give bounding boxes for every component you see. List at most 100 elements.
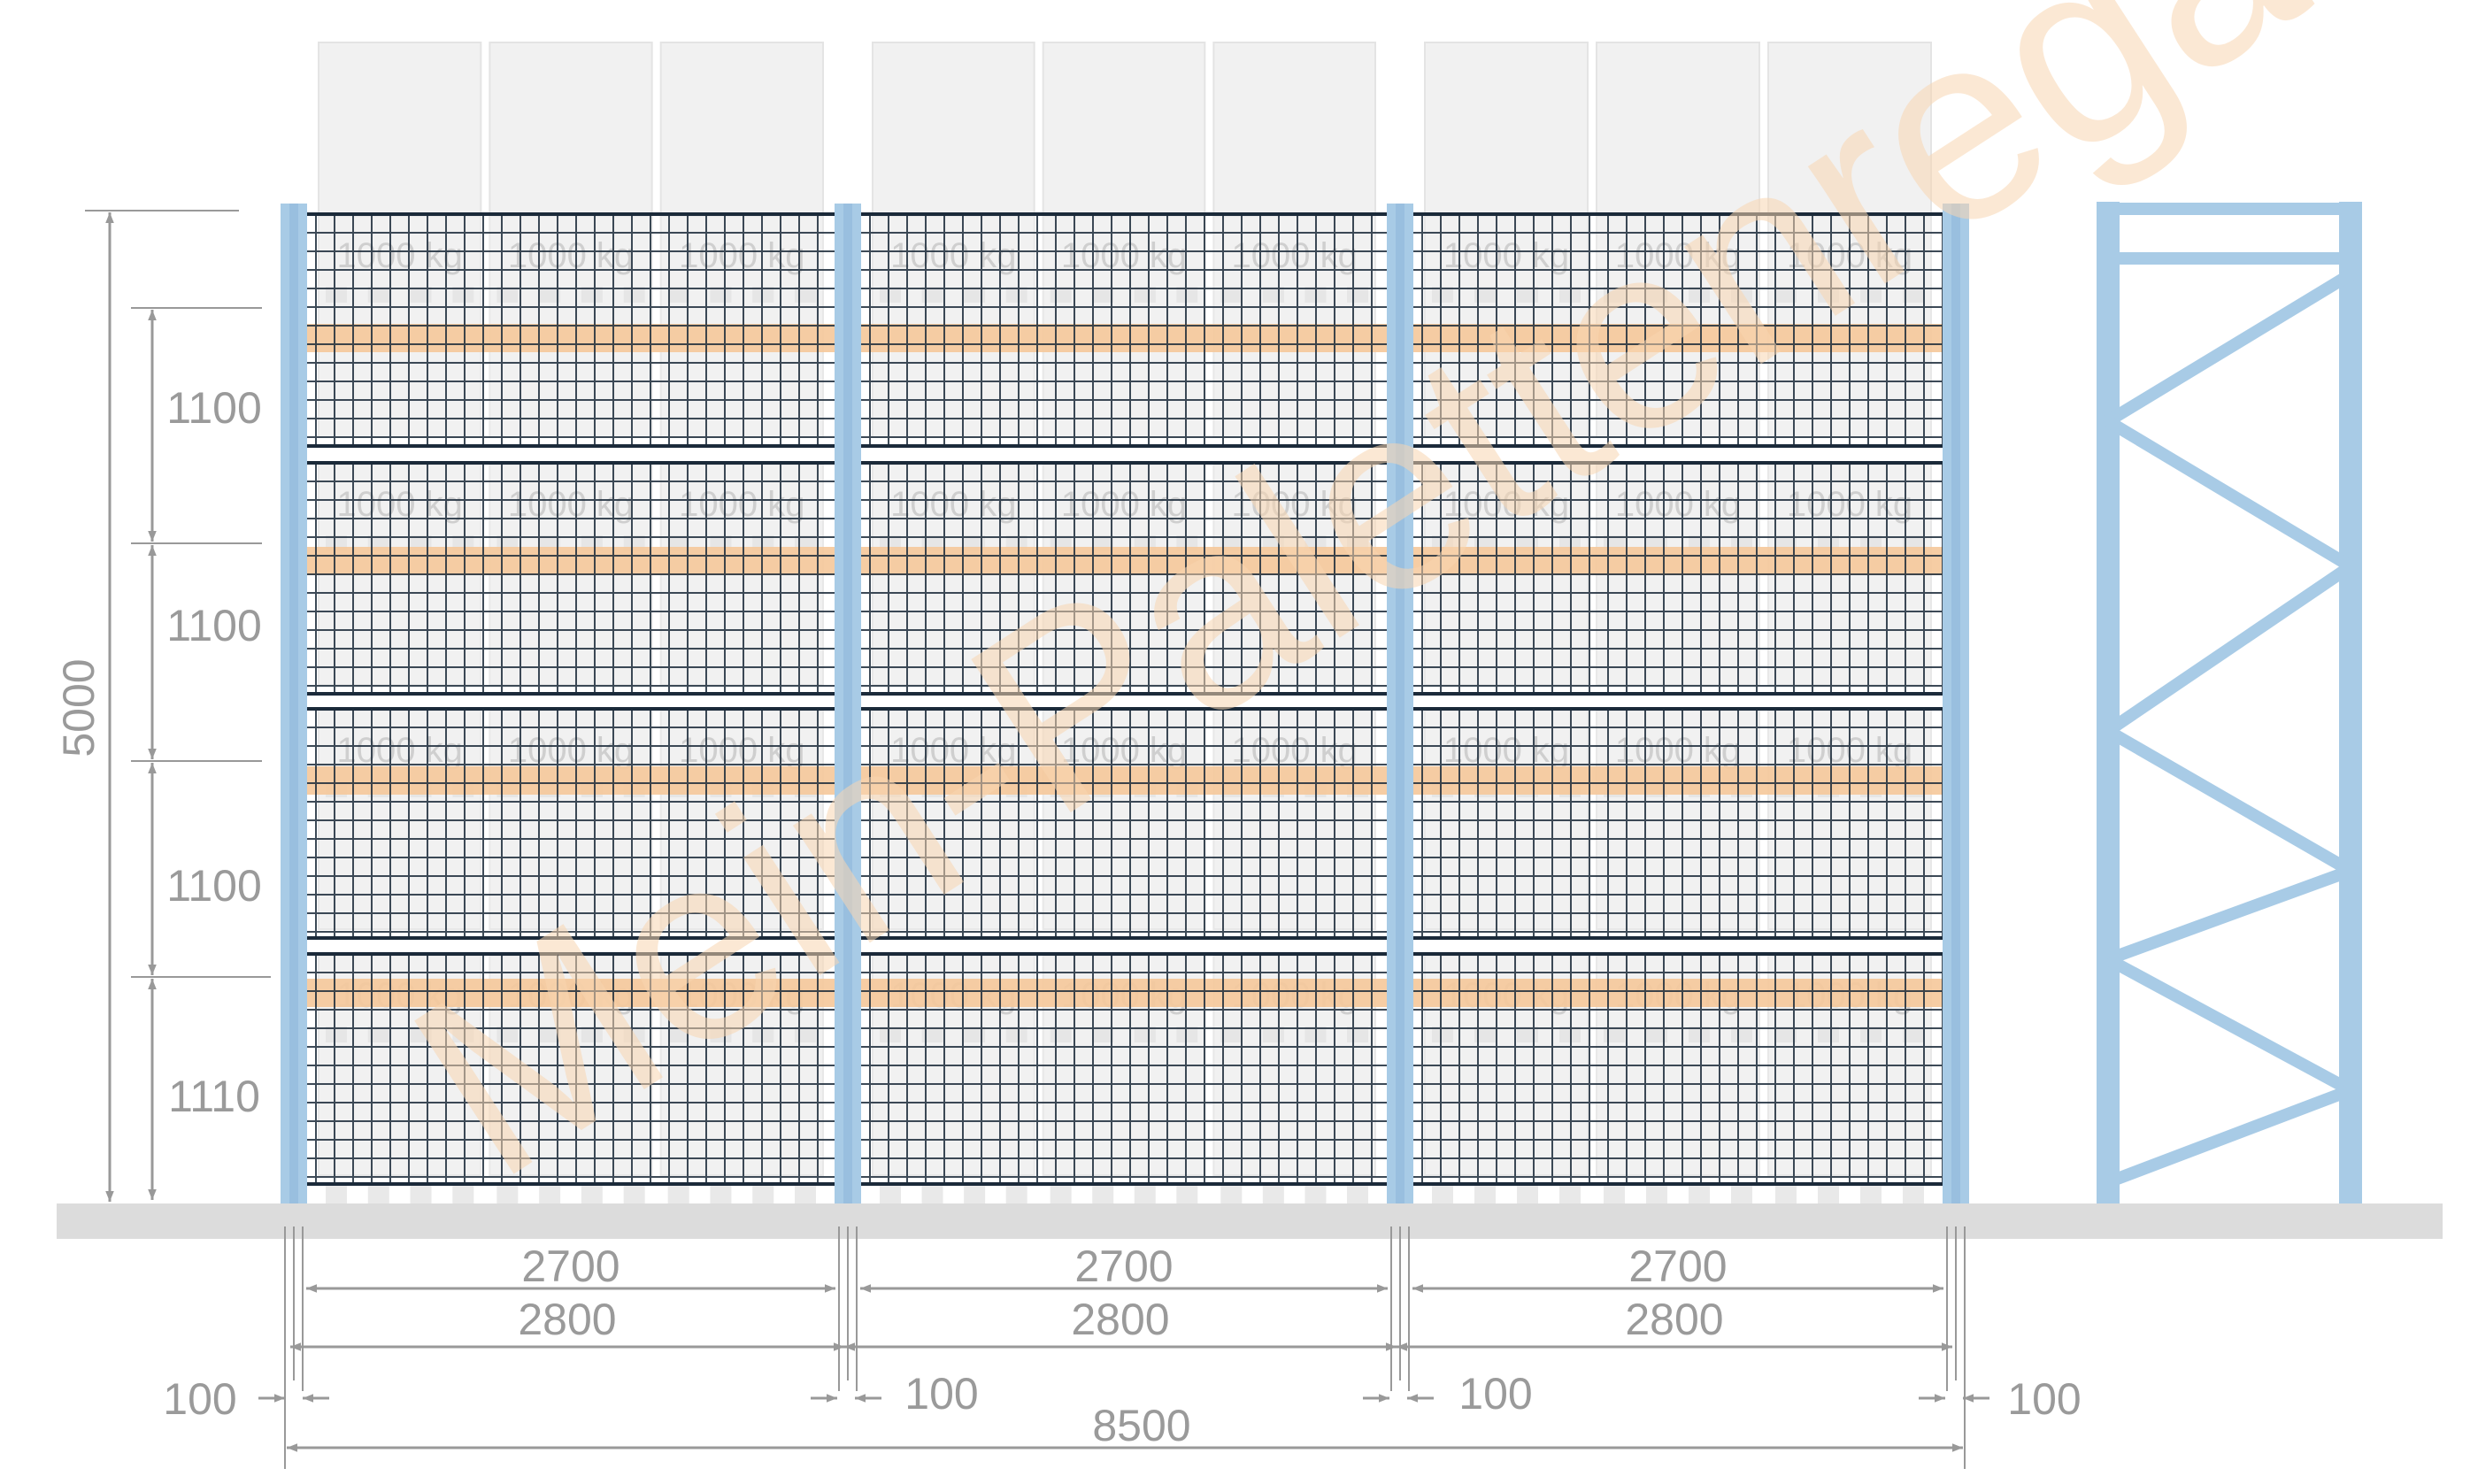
- load-beam: [1413, 324, 1943, 352]
- pallet-box-top: [1212, 42, 1377, 220]
- frame-brace: [2105, 1084, 2353, 1188]
- pallet-foot: [1432, 1026, 1453, 1042]
- pallet-foot: [1775, 1026, 1797, 1042]
- clear-width-label: 2700: [1628, 1242, 1727, 1291]
- pallet-foot: [1818, 287, 1839, 303]
- pallet-foot: [1818, 1026, 1839, 1042]
- frame-brace: [2105, 561, 2354, 736]
- floor: [57, 1203, 2443, 1239]
- pallet-foot: [1220, 287, 1243, 303]
- beam-layer: [307, 324, 1943, 1007]
- pallet-foot: [1860, 287, 1882, 303]
- load-beam: [861, 547, 1387, 575]
- upright-post-face: [843, 204, 852, 1203]
- pallet-foot: [452, 1026, 474, 1042]
- level-height-label: 1110: [168, 1072, 260, 1121]
- load-beam: [861, 324, 1387, 352]
- pallet-foot: [1134, 1026, 1156, 1042]
- pallet-box-top: [1042, 42, 1206, 220]
- total-width-label: 8500: [1092, 1401, 1190, 1450]
- pallet-foot: [1134, 287, 1156, 303]
- load-label: 1000 kg: [336, 236, 462, 275]
- pallet-foot: [410, 287, 432, 303]
- upright-layer: [281, 204, 1969, 1203]
- load-label: 1000 kg: [890, 731, 1016, 770]
- clear-width-label: 2700: [521, 1242, 620, 1291]
- pallet-foot: [1903, 287, 1924, 303]
- pallet-foot: [581, 1026, 603, 1042]
- pallet-box-top: [489, 42, 653, 220]
- load-beam: [861, 979, 1387, 1007]
- bay-pitch-label: 2800: [518, 1295, 616, 1344]
- pallet-foot: [1005, 287, 1027, 303]
- load-label: 1000 kg: [1231, 485, 1357, 524]
- clear-width-label: 2700: [1074, 1242, 1173, 1291]
- load-label: 1000 kg: [336, 731, 462, 770]
- pallet-foot: [1092, 1026, 1114, 1042]
- load-label: 1000 kg: [1061, 485, 1187, 524]
- upright-post-face: [1396, 204, 1404, 1203]
- load-label: 1000 kg: [1061, 236, 1187, 275]
- pallet-foot: [964, 287, 986, 303]
- pallet-foot: [326, 1026, 347, 1042]
- gap-label: 100: [1458, 1369, 1532, 1419]
- pallet-foot: [752, 1026, 774, 1042]
- frame-brace: [2105, 953, 2354, 1096]
- level-height-label: 1100: [166, 383, 262, 433]
- pallet-foot: [1176, 1026, 1198, 1042]
- load-beam: [307, 766, 835, 795]
- pallet-foot: [964, 1026, 986, 1042]
- pallet-foot: [710, 1026, 732, 1042]
- pallet-foot: [623, 287, 645, 303]
- load-beam: [307, 979, 835, 1007]
- pallet-foot: [880, 287, 901, 303]
- frame-right-post: [2339, 202, 2362, 1203]
- upright-post-face: [1951, 204, 1960, 1203]
- pallet-foot: [452, 287, 474, 303]
- pallet-foot: [410, 1026, 432, 1042]
- pallet-foot: [1092, 287, 1114, 303]
- pallet-foot: [667, 1026, 689, 1042]
- frame-brace: [2105, 725, 2354, 877]
- bay-pitch-label: 2800: [1625, 1295, 1723, 1344]
- pallet-foot: [539, 287, 561, 303]
- load-beam: [1413, 547, 1943, 575]
- load-label: 1000 kg: [679, 731, 804, 770]
- pallet-foot: [1689, 1026, 1710, 1042]
- load-beam: [861, 766, 1387, 795]
- gap-label: 100: [163, 1374, 236, 1424]
- load-label: 1000 kg: [1061, 731, 1187, 770]
- load-label: 1000 kg: [1443, 236, 1569, 275]
- pallet-box-top: [1596, 42, 1760, 220]
- frame-brace: [2105, 865, 2353, 965]
- pallet-foot: [326, 287, 347, 303]
- pallet-foot: [1474, 287, 1496, 303]
- pallet-foot: [1731, 1026, 1752, 1042]
- pallet-foot: [1220, 1026, 1243, 1042]
- pallet-foot: [1474, 1026, 1496, 1042]
- pallet-foot: [921, 1026, 943, 1042]
- load-beam: [1413, 766, 1943, 795]
- total-height-label: 5000: [54, 658, 104, 757]
- pallet-foot: [623, 1026, 645, 1042]
- side-frame: [2097, 202, 2362, 1203]
- load-beam: [1413, 979, 1943, 1007]
- level-height-label: 1100: [166, 861, 262, 911]
- pallet-foot: [1731, 287, 1752, 303]
- pallet-foot: [921, 287, 943, 303]
- frame-brace: [2105, 415, 2354, 573]
- pallet-box-top: [659, 42, 825, 220]
- pallet-foot: [667, 287, 689, 303]
- load-label: 1000 kg: [1443, 485, 1569, 524]
- pallet-box-top: [318, 42, 482, 220]
- gap-label: 100: [2007, 1374, 2081, 1424]
- pallet-foot: [710, 287, 732, 303]
- pallet-foot: [752, 287, 774, 303]
- load-label: 1000 kg: [1231, 731, 1357, 770]
- pallet-foot: [1903, 1026, 1924, 1042]
- pallet-foot: [1689, 287, 1710, 303]
- pallet-box-top: [1424, 42, 1589, 220]
